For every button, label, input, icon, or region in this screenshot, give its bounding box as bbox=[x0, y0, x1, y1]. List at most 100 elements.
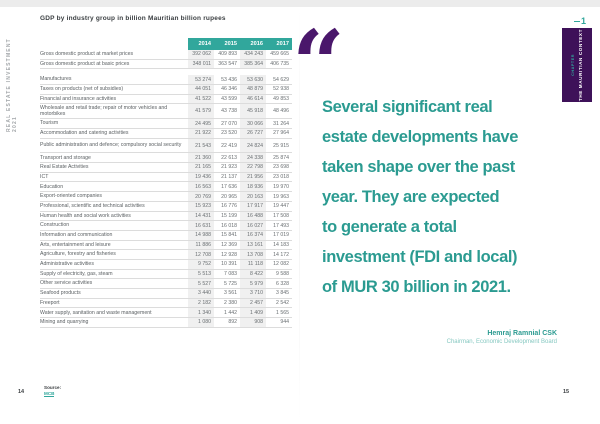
row-label: Arts, entertainment and leisure bbox=[40, 241, 111, 248]
row-value: 944 bbox=[280, 319, 289, 326]
row-label: Gross domestic product at market prices bbox=[40, 51, 134, 58]
table-row: Agriculture, forestry and fisheries 12 70… bbox=[40, 250, 292, 260]
row-value: 43 738 bbox=[221, 108, 237, 115]
row-label: Other service activities bbox=[40, 280, 93, 287]
row-value: 16 563 bbox=[188, 182, 214, 192]
row-value: 52 938 bbox=[273, 86, 289, 93]
table-row: Supply of electricity, gas, steam 5 513 7 … bbox=[40, 269, 292, 280]
row-value: 434 243 bbox=[240, 50, 266, 59]
gdp-table-body: Gross domestic product at market prices 3… bbox=[40, 50, 292, 328]
row-value: 15 841 bbox=[221, 232, 237, 239]
row-value: 18 936 bbox=[240, 182, 266, 192]
row-label: Water supply, sanitation and waste manag… bbox=[40, 309, 152, 316]
table-row: Public administration and defence; compu… bbox=[40, 138, 292, 154]
attribution-name: Hemraj Ramnial CSK bbox=[487, 330, 557, 337]
row-value: 12 369 bbox=[221, 241, 237, 248]
row-value: 2 457 bbox=[240, 298, 266, 308]
row-value: 2 542 bbox=[276, 300, 289, 307]
row-label: Taxes on products (net of subsidies) bbox=[40, 86, 124, 93]
row-value: 48 879 bbox=[240, 85, 266, 94]
table-row: Gross domestic product at basic prices 34… bbox=[40, 59, 292, 70]
year-header-cell: 2017 bbox=[266, 38, 292, 50]
spine-vertical-text: REAL ESTATE INVESTMENT 2021 bbox=[6, 38, 18, 132]
row-value: 9 588 bbox=[276, 271, 289, 277]
row-value: 6 328 bbox=[276, 280, 289, 287]
row-value: 385 364 bbox=[240, 59, 266, 69]
row-value: 3 845 bbox=[276, 290, 289, 297]
row-value: 25 874 bbox=[273, 154, 289, 161]
table-row: Human health and social work activities 1… bbox=[40, 211, 292, 222]
row-value: 21 923 bbox=[221, 164, 237, 171]
row-label: Supply of electricity, gas, steam bbox=[40, 270, 113, 277]
source-link[interactable]: MCB bbox=[44, 391, 55, 397]
row-label: Wholesale and retail trade; repair of mo… bbox=[40, 104, 168, 118]
row-value: 20 965 bbox=[221, 193, 237, 200]
row-value: 25 915 bbox=[273, 142, 289, 149]
row-value: 26 727 bbox=[240, 128, 266, 138]
row-value: 5 979 bbox=[240, 279, 266, 289]
row-value: 24 495 bbox=[188, 119, 214, 128]
row-value: 21 922 bbox=[188, 128, 214, 138]
table-row: Accommodation and catering activities 21 … bbox=[40, 128, 292, 139]
row-label: Professional, scientific and technical a… bbox=[40, 202, 145, 209]
row-label: Export-oriented companies bbox=[40, 193, 102, 200]
chapter-tab-label: THE MAURITIAN CONTEXT bbox=[578, 28, 583, 102]
row-value: 41 522 bbox=[188, 94, 214, 104]
pull-quote: Several significant real estate developm… bbox=[322, 97, 518, 296]
row-value: 459 665 bbox=[270, 51, 289, 58]
table-row: Financial and insurance activities 41 522… bbox=[40, 94, 292, 105]
gdp-table-header-row: 2014 2015 2016 2017 bbox=[40, 38, 292, 50]
row-value: 21 543 bbox=[188, 138, 214, 153]
row-value: 2 182 bbox=[188, 298, 214, 308]
source-block: Source: MCB bbox=[44, 385, 61, 397]
row-value: 16 018 bbox=[221, 222, 237, 229]
row-value: 1 080 bbox=[188, 318, 214, 327]
table-row: Arts, entertainment and leisure 11 886 12 … bbox=[40, 240, 292, 251]
row-value: 22 419 bbox=[221, 142, 237, 149]
row-value: 27 070 bbox=[221, 120, 237, 127]
row-value: 406 735 bbox=[270, 61, 289, 68]
row-value: 3 440 bbox=[188, 289, 214, 298]
row-value: 53 630 bbox=[240, 75, 266, 85]
row-value: 19 963 bbox=[273, 193, 289, 200]
row-value: 21 360 bbox=[188, 153, 214, 163]
row-value: 19 970 bbox=[273, 183, 289, 190]
row-value: 21 165 bbox=[188, 163, 214, 172]
table-row: Education 16 563 17 636 18 936 19 970 bbox=[40, 182, 292, 193]
row-value: 348 011 bbox=[188, 59, 214, 69]
row-value: 908 bbox=[240, 318, 266, 327]
row-value: 5 527 bbox=[188, 279, 214, 289]
year-header-cell: 2014 bbox=[188, 38, 214, 50]
row-value: 363 547 bbox=[218, 61, 237, 68]
attribution-role: Chairman, Economic Development Board bbox=[446, 339, 557, 345]
row-label: Construction bbox=[40, 222, 70, 229]
row-label: ICT bbox=[40, 173, 49, 180]
source-label: Source: bbox=[44, 385, 62, 390]
row-label: Seafood products bbox=[40, 290, 81, 297]
row-label: Gross domestic product at basic prices bbox=[40, 60, 130, 67]
row-value: 16 631 bbox=[188, 221, 214, 230]
table-row: Transport and storage 21 360 22 613 24 338 2… bbox=[40, 153, 292, 164]
row-value: 12 708 bbox=[188, 250, 214, 259]
row-value: 46 346 bbox=[221, 86, 237, 93]
row-value: 41 579 bbox=[188, 104, 214, 119]
quote-attribution: Hemraj Ramnial CSK Chairman, Economic De… bbox=[447, 330, 557, 345]
row-value: 13 708 bbox=[240, 250, 266, 259]
row-value: 8 422 bbox=[240, 269, 266, 279]
chapter-tab[interactable]: CHAPTER THE MAURITIAN CONTEXT bbox=[562, 28, 592, 102]
row-value: 2 380 bbox=[224, 300, 237, 307]
row-value: 17 636 bbox=[221, 183, 237, 190]
row-value: 23 698 bbox=[273, 164, 289, 171]
table-row: Freeport 2 182 2 380 2 457 2 542 bbox=[40, 298, 292, 309]
row-value: 11 886 bbox=[188, 240, 214, 250]
table-row: Seafood products 3 440 3 561 3 710 3 845 bbox=[40, 289, 292, 299]
row-value: 17 508 bbox=[273, 212, 289, 219]
row-value: 17 019 bbox=[273, 232, 289, 239]
row-value: 49 853 bbox=[273, 96, 289, 103]
table-row: Mining and quarrying 1 080 892 908 944 bbox=[40, 318, 292, 328]
year-header-cell: 2016 bbox=[240, 38, 266, 50]
row-label: Accommodation and catering activities bbox=[40, 130, 129, 137]
row-label: Freeport bbox=[40, 299, 60, 306]
row-label: Financial and insurance activities bbox=[40, 95, 117, 102]
table-row: Tourism 24 495 27 070 30 066 31 264 bbox=[40, 119, 292, 129]
